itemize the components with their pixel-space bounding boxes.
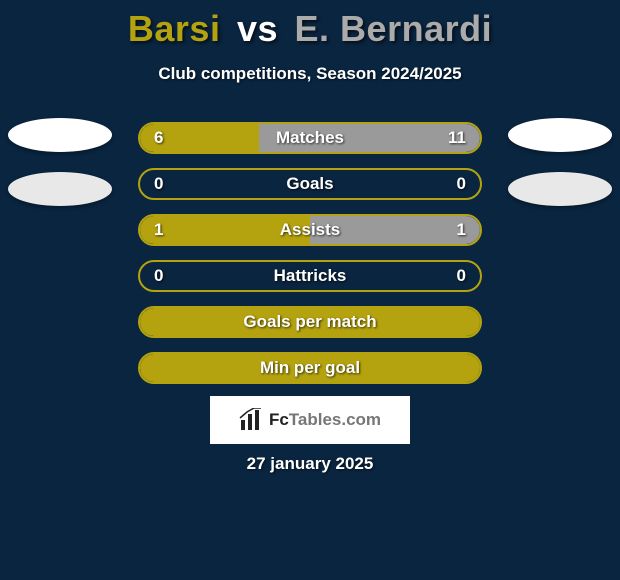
competition-subtitle: Club competitions, Season 2024/2025: [0, 64, 620, 84]
stat-label: Hattricks: [274, 266, 347, 286]
stat-value-right: 1: [457, 220, 466, 240]
stat-bar-hattricks: 0 Hattricks 0: [138, 260, 482, 292]
stat-value-right: 11: [448, 128, 466, 148]
player2-club-placeholder: [508, 172, 612, 206]
player1-name: Barsi: [128, 8, 221, 49]
stat-value-left: 6: [154, 128, 163, 148]
chart-icon: [239, 408, 263, 432]
comparison-title: Barsi vs E. Bernardi: [0, 0, 620, 50]
stat-value-right: 0: [457, 174, 466, 194]
stat-value-right: 0: [457, 266, 466, 286]
player2-photo-placeholder: [508, 118, 612, 152]
brand-text: FcTables.com: [269, 410, 381, 430]
stat-bar-goals-per-match: Goals per match: [138, 306, 482, 338]
stat-label: Min per goal: [260, 358, 360, 378]
brand-fc: Fc: [269, 410, 289, 429]
left-photo-column: [8, 118, 112, 206]
stat-bar-assists: 1 Assists 1: [138, 214, 482, 246]
stat-value-left: 0: [154, 266, 163, 286]
stat-value-left: 0: [154, 174, 163, 194]
player2-name: E. Bernardi: [295, 8, 493, 49]
right-photo-column: [508, 118, 612, 206]
stat-bars: 6 Matches 11 0 Goals 0 1 Assists 1 0 Hattricks 0 Goa…: [138, 122, 482, 384]
stat-label: Assists: [280, 220, 340, 240]
player1-photo-placeholder: [8, 118, 112, 152]
stat-label: Matches: [276, 128, 344, 148]
footer-date: 27 january 2025: [247, 454, 374, 474]
title-vs: vs: [237, 8, 278, 49]
stat-bar-goals: 0 Goals 0: [138, 168, 482, 200]
stat-bar-min-per-goal: Min per goal: [138, 352, 482, 384]
stat-label: Goals per match: [243, 312, 376, 332]
player1-club-placeholder: [8, 172, 112, 206]
brand-tables: Tables.com: [289, 410, 381, 429]
stat-bar-matches: 6 Matches 11: [138, 122, 482, 154]
stat-value-left: 1: [154, 220, 163, 240]
brand-badge: FcTables.com: [210, 396, 410, 444]
stat-label: Goals: [286, 174, 333, 194]
